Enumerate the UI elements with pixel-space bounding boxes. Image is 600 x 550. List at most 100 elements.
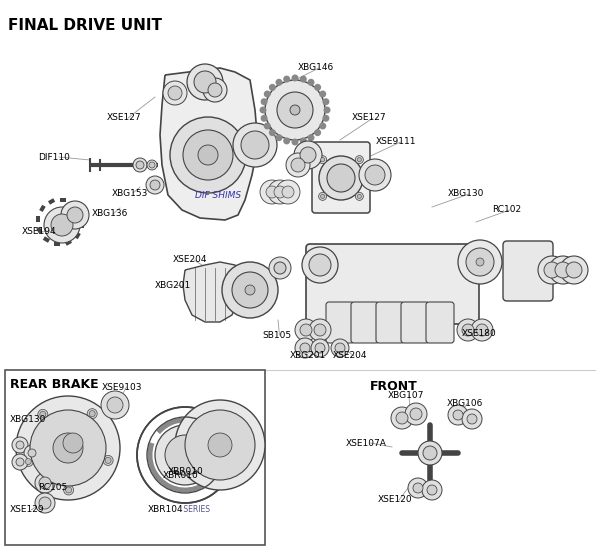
Circle shape	[233, 123, 277, 167]
Circle shape	[560, 256, 588, 284]
Circle shape	[170, 117, 246, 193]
Text: DIF SHIMS: DIF SHIMS	[195, 191, 241, 201]
Text: XSE127: XSE127	[352, 113, 386, 123]
Circle shape	[319, 91, 326, 97]
Circle shape	[185, 410, 255, 480]
Circle shape	[309, 319, 331, 341]
Circle shape	[200, 425, 240, 465]
FancyBboxPatch shape	[376, 302, 404, 343]
Text: XSE127: XSE127	[107, 113, 142, 123]
Circle shape	[427, 485, 437, 495]
Circle shape	[290, 105, 300, 115]
Text: FINAL DRIVE UNIT: FINAL DRIVE UNIT	[8, 18, 162, 33]
Circle shape	[198, 145, 218, 165]
Circle shape	[291, 158, 305, 172]
Circle shape	[283, 138, 290, 145]
Circle shape	[462, 324, 474, 336]
Bar	[65, 239, 72, 246]
Circle shape	[208, 433, 232, 457]
FancyBboxPatch shape	[351, 302, 379, 343]
Circle shape	[408, 478, 428, 498]
Circle shape	[319, 156, 363, 200]
Circle shape	[365, 165, 385, 185]
Circle shape	[292, 74, 299, 81]
Circle shape	[264, 91, 271, 97]
Circle shape	[319, 123, 326, 129]
Circle shape	[269, 257, 291, 279]
Circle shape	[269, 84, 276, 91]
Circle shape	[466, 248, 494, 276]
Circle shape	[155, 425, 215, 485]
Text: XSE204: XSE204	[333, 351, 367, 360]
Circle shape	[51, 214, 73, 236]
Circle shape	[294, 141, 322, 169]
Circle shape	[39, 497, 51, 509]
Circle shape	[314, 84, 321, 91]
Circle shape	[472, 254, 488, 270]
Circle shape	[276, 180, 300, 204]
Circle shape	[359, 159, 391, 191]
Text: XBR010: XBR010	[168, 468, 204, 476]
Circle shape	[453, 410, 463, 420]
Circle shape	[16, 458, 24, 466]
Circle shape	[274, 262, 286, 274]
Circle shape	[300, 324, 312, 336]
Circle shape	[286, 153, 310, 177]
FancyBboxPatch shape	[503, 241, 553, 301]
Circle shape	[391, 407, 413, 429]
Circle shape	[24, 445, 40, 461]
Circle shape	[149, 162, 155, 168]
Text: XBR010: XBR010	[163, 471, 199, 481]
Circle shape	[320, 194, 325, 199]
Text: XBG146: XBG146	[298, 63, 334, 73]
Bar	[43, 236, 50, 243]
Circle shape	[23, 456, 33, 466]
Text: XBG201: XBG201	[290, 351, 326, 360]
Text: XSE9111: XSE9111	[376, 138, 416, 146]
Circle shape	[295, 338, 315, 358]
Circle shape	[549, 256, 577, 284]
Circle shape	[103, 455, 113, 465]
Circle shape	[16, 441, 24, 449]
Circle shape	[163, 81, 187, 105]
Text: XSE107A: XSE107A	[346, 438, 387, 448]
Circle shape	[283, 75, 290, 82]
Circle shape	[302, 247, 338, 283]
Circle shape	[309, 254, 331, 276]
Circle shape	[405, 403, 427, 425]
FancyBboxPatch shape	[426, 302, 454, 343]
Circle shape	[476, 258, 484, 266]
Circle shape	[566, 262, 582, 278]
Text: FRONT: FRONT	[370, 380, 418, 393]
Circle shape	[300, 147, 316, 163]
Text: XBG153: XBG153	[112, 189, 148, 197]
Circle shape	[355, 156, 364, 163]
Circle shape	[241, 131, 269, 159]
Circle shape	[35, 473, 55, 493]
Circle shape	[314, 129, 321, 136]
Circle shape	[355, 192, 364, 200]
Text: DIF110: DIF110	[38, 152, 70, 162]
PathPatch shape	[160, 68, 258, 220]
Circle shape	[277, 92, 313, 128]
Circle shape	[25, 459, 31, 465]
Circle shape	[323, 107, 331, 113]
Text: XSE129: XSE129	[10, 505, 44, 514]
Circle shape	[314, 324, 326, 336]
Text: XBG130: XBG130	[10, 415, 46, 425]
Circle shape	[335, 343, 345, 353]
Circle shape	[308, 79, 314, 86]
Circle shape	[476, 324, 488, 336]
Circle shape	[208, 83, 222, 97]
Circle shape	[285, 100, 305, 120]
Circle shape	[260, 107, 266, 113]
Bar	[77, 210, 84, 217]
Circle shape	[457, 319, 479, 341]
Circle shape	[396, 412, 408, 424]
Circle shape	[260, 180, 284, 204]
Circle shape	[275, 79, 283, 86]
Circle shape	[64, 485, 74, 495]
Circle shape	[107, 397, 123, 413]
Bar	[36, 216, 40, 222]
Circle shape	[63, 433, 83, 453]
